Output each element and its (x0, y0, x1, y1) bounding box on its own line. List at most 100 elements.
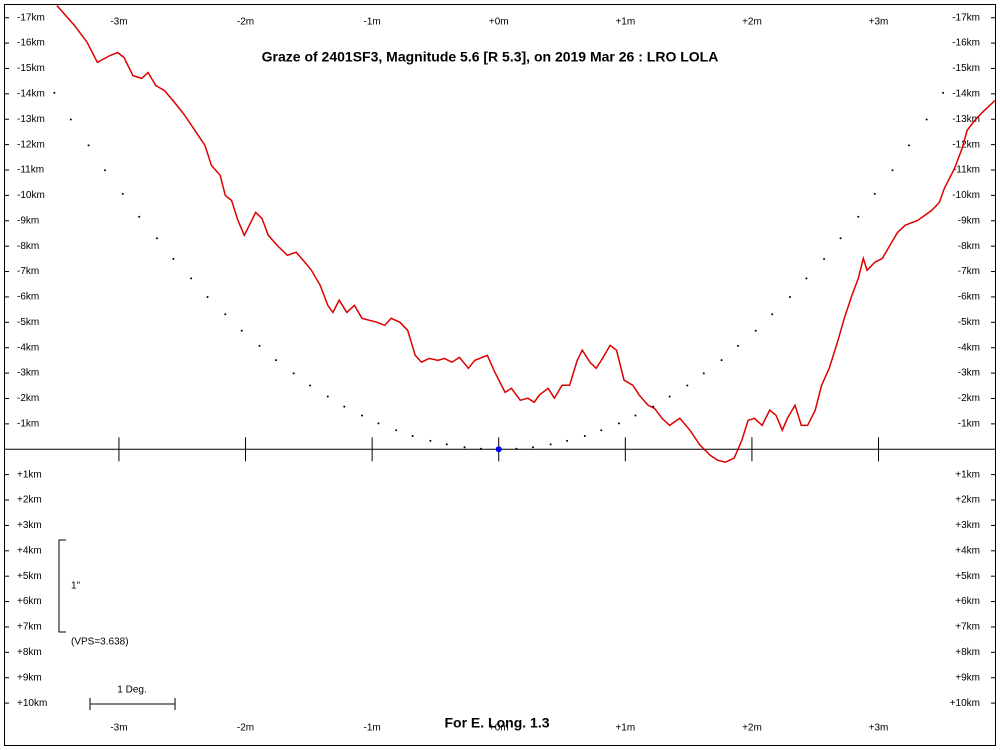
x-tick-label: -2m (237, 723, 254, 734)
path-dot (395, 429, 398, 432)
path-dot (104, 169, 107, 172)
path-dot (891, 169, 894, 172)
path-dot (463, 446, 466, 449)
y-tick-label: -14km (17, 88, 45, 99)
x-tick-label: -3m (110, 723, 127, 734)
y-tick-label: -13km (17, 114, 45, 125)
y-tick-label: -5km (17, 317, 39, 328)
path-dot (53, 91, 56, 94)
path-dot (668, 395, 671, 398)
y-tick-label: -8km (958, 241, 980, 252)
path-dot (361, 414, 364, 417)
y-tick-label: -14km (952, 88, 980, 99)
y-tick-label: -6km (17, 292, 39, 303)
x-tick-label: +1m (615, 17, 635, 28)
x-tick-label: -1m (364, 723, 381, 734)
path-dot (566, 439, 569, 442)
path-dot (326, 395, 329, 398)
y-tick-label: -10km (952, 190, 980, 201)
footer: For E. Long. 1.3 (444, 715, 549, 731)
y-tick-label: -1km (958, 419, 980, 430)
degree-label: 1 Deg. (117, 685, 146, 696)
y-tick-label: +10km (950, 698, 980, 709)
x-tick-label: -2m (237, 17, 254, 28)
path-dot (857, 215, 860, 218)
y-tick-label: -11km (17, 165, 44, 176)
path-dot (531, 446, 534, 449)
y-tick-label: +6km (955, 596, 980, 607)
path-dot (788, 295, 791, 298)
path-dot (343, 405, 346, 408)
path-dot (942, 91, 945, 94)
y-tick-label: -10km (17, 190, 45, 201)
x-tick-label: +0m (489, 17, 509, 28)
y-tick-label: +7km (17, 622, 42, 633)
path-dot (702, 372, 705, 375)
y-tick-label: -7km (17, 266, 39, 277)
path-dot (429, 439, 432, 442)
x-tick-label: +2m (742, 723, 762, 734)
y-tick-label: +9km (955, 672, 980, 683)
y-tick-label: -7km (958, 266, 980, 277)
path-dot (309, 384, 312, 387)
y-tick-label: +4km (17, 545, 42, 556)
y-tick-label: -8km (17, 241, 39, 252)
path-dot (87, 144, 90, 147)
y-tick-label: +3km (17, 520, 42, 531)
path-dot (155, 237, 158, 240)
path-dot (823, 257, 826, 260)
y-tick-label: -9km (958, 215, 980, 226)
y-tick-label: -3km (17, 368, 39, 379)
y-tick-label: +1km (17, 469, 42, 480)
x-tick-label: +3m (869, 17, 889, 28)
path-dot (411, 435, 414, 438)
y-tick-label: +8km (17, 647, 42, 658)
x-tick-label: +1m (615, 723, 635, 734)
path-dot (754, 329, 757, 332)
y-tick-label: -1km (17, 419, 39, 430)
path-dot (240, 329, 243, 332)
vps-label: (VPS=3.638) (71, 637, 129, 648)
path-dot (121, 192, 124, 195)
chart-title: Graze of 2401SF3, Magnitude 5.6 [R 5.3],… (262, 49, 719, 65)
y-tick-label: -15km (17, 63, 45, 74)
path-dot (206, 295, 209, 298)
y-tick-label: +10km (17, 698, 47, 709)
y-tick-label: +4km (955, 545, 980, 556)
y-tick-label: -9km (17, 215, 39, 226)
path-dot (839, 237, 842, 240)
path-dot (69, 118, 72, 121)
x-tick-label: -1m (364, 17, 381, 28)
path-dot (634, 414, 637, 417)
path-dot (583, 435, 586, 438)
y-tick-label: +8km (955, 647, 980, 658)
path-dot (190, 277, 193, 280)
y-tick-label: +5km (17, 571, 42, 582)
path-dot (224, 313, 227, 316)
x-tick-label: +2m (742, 17, 762, 28)
path-dot (873, 192, 876, 195)
y-tick-label: -16km (952, 38, 980, 49)
path-dot (737, 344, 740, 347)
degree-bar (89, 698, 176, 710)
path-dot (274, 359, 277, 362)
y-tick-label: -17km (17, 12, 45, 23)
path-dot (600, 429, 603, 432)
scale-label: 1" (71, 581, 81, 592)
y-tick-label: +5km (955, 571, 980, 582)
y-tick-label: +9km (17, 672, 42, 683)
y-tick-label: -4km (17, 342, 39, 353)
star (495, 446, 502, 453)
y-tick-label: -13km (952, 114, 980, 125)
path-dot (515, 447, 518, 450)
path-dot (138, 215, 141, 218)
x-tick-label: +0m (489, 723, 509, 734)
y-tick-label: -6km (958, 292, 980, 303)
path-dot (805, 277, 808, 280)
y-tick-label: -2km (17, 393, 39, 404)
y-tick-label: +1km (955, 469, 980, 480)
y-tick-label: -5km (958, 317, 980, 328)
y-tick-label: +2km (955, 495, 980, 506)
path-dot (771, 313, 774, 316)
